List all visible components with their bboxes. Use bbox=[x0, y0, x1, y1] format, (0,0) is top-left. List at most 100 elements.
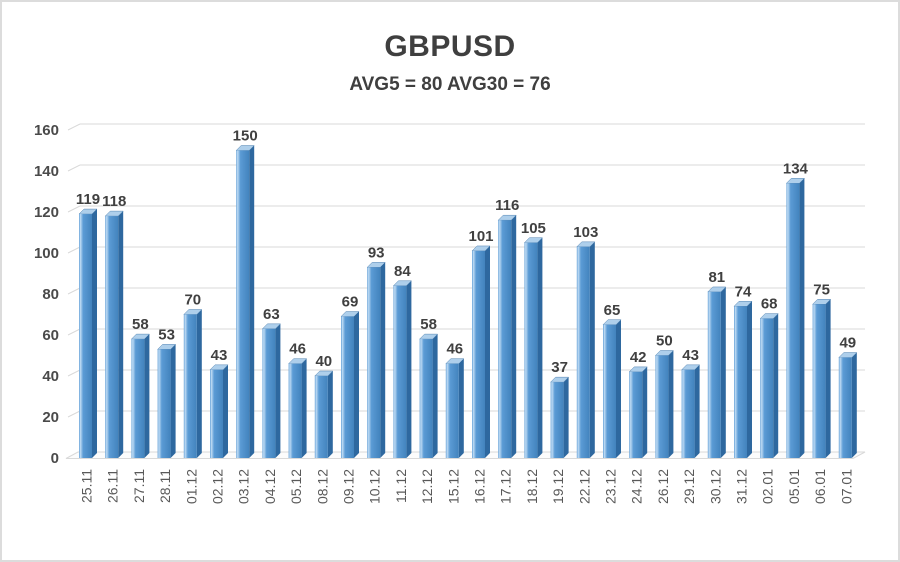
x-axis-tick-label: 27.11 bbox=[131, 469, 147, 503]
bar bbox=[550, 382, 564, 458]
bar-side-face bbox=[694, 364, 700, 458]
x-axis-tick-label: 03.12 bbox=[236, 469, 252, 504]
y-axis-tick-label: 40 bbox=[42, 368, 59, 385]
bar-value-label: 42 bbox=[630, 349, 647, 366]
bar-side-face bbox=[144, 334, 150, 458]
gridline-depth-tick bbox=[67, 246, 81, 254]
x-axis-tick-label: 05.01 bbox=[786, 469, 802, 504]
x-axis-tick-label: 30.12 bbox=[707, 469, 723, 504]
bar bbox=[498, 220, 512, 458]
bar-side-face bbox=[485, 245, 490, 458]
bar-side-face bbox=[432, 334, 438, 458]
bar bbox=[262, 328, 276, 458]
y-axis-tick-label: 60 bbox=[42, 327, 59, 344]
y-axis-tick-label: 120 bbox=[34, 204, 59, 221]
x-axis-tick-label: 24.12 bbox=[629, 469, 645, 504]
bar-side-face bbox=[616, 319, 621, 458]
bar bbox=[210, 369, 223, 458]
bar-side-face bbox=[773, 313, 779, 458]
bar bbox=[236, 150, 250, 458]
bar bbox=[655, 355, 669, 458]
x-axis-tick-label: 10.12 bbox=[367, 469, 383, 504]
bar-value-label: 46 bbox=[289, 341, 306, 358]
bar bbox=[288, 363, 302, 458]
bar-value-label: 50 bbox=[656, 333, 673, 350]
bar bbox=[838, 357, 852, 458]
bar-side-face bbox=[720, 286, 726, 458]
bar-side-face bbox=[511, 215, 517, 458]
bar bbox=[760, 318, 774, 458]
bar bbox=[419, 339, 433, 458]
x-axis-tick-label: 08.12 bbox=[314, 469, 330, 504]
x-axis-tick-label: 17.12 bbox=[498, 469, 514, 504]
bar bbox=[734, 306, 747, 458]
bar-value-label: 53 bbox=[158, 326, 175, 343]
bar-side-face bbox=[825, 299, 831, 458]
x-axis-tick-label: 02.12 bbox=[210, 469, 226, 504]
bar-value-label: 58 bbox=[132, 316, 149, 333]
x-axis-tick-label: 26.11 bbox=[105, 469, 121, 503]
bar-side-face bbox=[249, 145, 255, 458]
bar bbox=[629, 371, 643, 458]
bar bbox=[341, 316, 354, 458]
bar-value-label: 69 bbox=[342, 294, 359, 311]
x-axis-tick-label: 02.01 bbox=[760, 469, 776, 504]
bar-side-face bbox=[458, 358, 464, 458]
x-axis-tick-label: 25.11 bbox=[79, 469, 95, 503]
bar bbox=[183, 314, 197, 458]
x-axis-tick-label: 18.12 bbox=[524, 469, 540, 504]
bar-value-label: 118 bbox=[102, 193, 126, 210]
x-axis-tick-label: 28.11 bbox=[157, 469, 173, 503]
x-axis-tick-label: 07.01 bbox=[838, 469, 854, 504]
x-axis-tick-label: 26.12 bbox=[655, 469, 671, 504]
bar-side-face bbox=[170, 344, 176, 458]
bar bbox=[367, 267, 381, 458]
bar-value-label: 68 bbox=[761, 296, 778, 313]
bar bbox=[393, 285, 407, 458]
bar-side-face bbox=[327, 371, 333, 458]
bar-value-label: 150 bbox=[233, 128, 258, 145]
bar-value-label: 63 bbox=[263, 306, 280, 323]
gridline-depth-tick bbox=[67, 123, 81, 131]
bar bbox=[576, 246, 590, 458]
x-axis-tick-label: 22.12 bbox=[576, 469, 592, 504]
bar-side-face bbox=[118, 211, 124, 458]
gridline-depth-tick bbox=[67, 410, 81, 418]
y-axis-tick-label: 0 bbox=[51, 450, 59, 467]
x-axis-tick-label: 23.12 bbox=[603, 469, 619, 504]
bar bbox=[131, 339, 145, 458]
bar-value-label: 134 bbox=[783, 160, 809, 177]
bar bbox=[603, 324, 616, 458]
chart-subtitle: AVG5 = 80 AVG30 = 76 bbox=[349, 74, 551, 95]
x-axis-tick-label: 12.12 bbox=[419, 469, 435, 504]
x-axis-tick-label: 06.01 bbox=[812, 469, 828, 504]
bar bbox=[472, 250, 485, 458]
bar-value-label: 70 bbox=[184, 292, 201, 309]
bar-value-label: 37 bbox=[551, 359, 568, 376]
bar-value-label: 119 bbox=[76, 191, 100, 208]
bar-value-label: 105 bbox=[521, 220, 546, 237]
bar-value-label: 75 bbox=[813, 281, 830, 298]
bar-value-label: 101 bbox=[468, 228, 493, 245]
chart-title: GBPUSD bbox=[384, 30, 516, 63]
bar-value-label: 103 bbox=[573, 224, 598, 241]
gridline-depth-tick bbox=[67, 369, 81, 377]
bar-side-face bbox=[223, 364, 228, 458]
bar bbox=[79, 214, 92, 458]
x-axis-tick-label: 05.12 bbox=[288, 469, 304, 504]
bar bbox=[105, 216, 119, 458]
x-axis-tick-label: 19.12 bbox=[550, 469, 566, 504]
bar bbox=[707, 291, 721, 458]
bar bbox=[445, 363, 459, 458]
bar-value-label: 58 bbox=[420, 316, 437, 333]
bar-value-label: 93 bbox=[368, 244, 385, 261]
x-axis-tick-label: 09.12 bbox=[341, 469, 357, 504]
x-axis-tick-label: 04.12 bbox=[262, 469, 278, 504]
bar bbox=[786, 183, 800, 459]
bar bbox=[812, 304, 826, 458]
x-axis-tick-label: 16.12 bbox=[472, 469, 488, 504]
y-axis-tick-label: 160 bbox=[34, 122, 59, 139]
bar-side-face bbox=[406, 280, 412, 458]
bar-side-face bbox=[196, 309, 202, 458]
